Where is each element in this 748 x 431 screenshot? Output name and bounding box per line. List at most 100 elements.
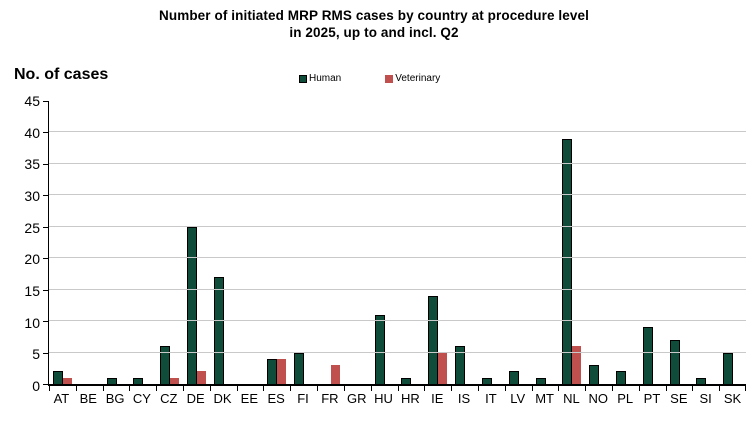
x-axis-tick-11 xyxy=(343,386,345,391)
bar-veterinary-CZ xyxy=(170,377,180,384)
y-axis-tick-20 xyxy=(43,258,49,260)
y-tick-label-35: 35 xyxy=(24,156,40,173)
bar-pair-ES xyxy=(267,101,287,384)
gridline-35 xyxy=(49,162,746,164)
x-axis-tick-9 xyxy=(290,386,292,391)
category-slot-NO xyxy=(585,101,612,384)
bar-human-HU xyxy=(374,314,385,384)
x-axis-tick-8 xyxy=(263,386,265,391)
bar-pair-PL xyxy=(615,101,635,384)
x-axis-tick-19 xyxy=(558,386,560,391)
bar-human-LV xyxy=(508,371,519,384)
bar-pair-FI xyxy=(294,101,313,384)
bar-human-NL xyxy=(562,138,573,384)
category-slot-SE xyxy=(666,101,693,384)
x-label-EE: EE xyxy=(240,391,258,406)
bar-human-NO xyxy=(589,365,600,384)
x-label-GR: GR xyxy=(346,391,367,406)
gridline-25 xyxy=(49,225,746,227)
legend-item-veterinary: Veterinary xyxy=(385,73,440,84)
x-label-IE: IE xyxy=(431,391,444,406)
category-slot-IT xyxy=(478,101,505,384)
bar-veterinary-FR xyxy=(331,365,341,384)
x-axis-tick-0 xyxy=(49,386,50,391)
gridline-20 xyxy=(49,257,746,259)
category-slot-SK xyxy=(719,101,746,384)
bar-human-AT xyxy=(52,371,63,384)
x-axis-tick-4 xyxy=(156,386,158,391)
legend: Human Veterinary xyxy=(299,73,440,84)
bar-pair-SE xyxy=(669,101,689,384)
x-label-NO: NO xyxy=(588,391,609,406)
x-axis-tick-14 xyxy=(424,386,426,391)
gridline-10 xyxy=(49,320,746,322)
legend-label-veterinary: Veterinary xyxy=(395,73,441,84)
x-label-IT: IT xyxy=(485,391,497,406)
x-label-PL: PL xyxy=(617,391,634,406)
chart-title-line1: Number of initiated MRP RMS cases by cou… xyxy=(159,8,589,23)
x-label-SE: SE xyxy=(670,391,688,406)
category-slot-FI xyxy=(290,101,317,384)
x-axis-tick-5 xyxy=(183,386,185,391)
x-axis-tick-6 xyxy=(209,386,211,391)
category-slot-LV xyxy=(505,101,532,384)
category-slot-BG xyxy=(103,101,130,384)
x-label-CY: CY xyxy=(132,391,151,406)
x-label-MT: MT xyxy=(535,391,554,406)
x-axis-tick-17 xyxy=(504,386,506,391)
legend-swatch-human xyxy=(299,74,307,83)
y-axis-tick-0 xyxy=(43,384,49,385)
bar-pair-CY xyxy=(133,101,152,384)
bar-pair-BG xyxy=(106,101,126,384)
x-axis-tick-3 xyxy=(129,386,131,391)
x-axis-tick-12 xyxy=(370,386,372,391)
category-slot-DK xyxy=(210,101,237,384)
category-slot-FR xyxy=(317,101,344,384)
x-label-FI: FI xyxy=(297,391,309,406)
bar-pair-SK xyxy=(723,101,742,384)
y-axis-tick-30 xyxy=(43,195,49,197)
x-label-FR: FR xyxy=(321,391,339,406)
bar-human-IE xyxy=(428,295,439,384)
category-slot-EE xyxy=(237,101,264,384)
bar-human-IS xyxy=(455,346,466,384)
bar-pair-FR xyxy=(321,101,341,384)
bar-pair-HR xyxy=(401,101,420,384)
y-axis-tick-35 xyxy=(43,163,49,165)
y-tick-label-15: 15 xyxy=(24,283,40,299)
x-label-AT: AT xyxy=(53,391,70,406)
category-slot-BE xyxy=(76,101,103,384)
x-axis-tick-1 xyxy=(75,386,77,391)
x-axis-tick-2 xyxy=(102,386,104,391)
x-axis-tick-26 xyxy=(745,386,746,391)
category-slot-CY xyxy=(129,101,156,384)
category-slot-CZ xyxy=(156,101,183,384)
category-slot-IS xyxy=(451,101,478,384)
gridline-15 xyxy=(49,288,746,290)
x-axis-tick-25 xyxy=(719,386,721,391)
bar-veterinary-AT xyxy=(62,377,72,384)
y-axis-tick-40 xyxy=(43,132,49,134)
gridline-30 xyxy=(49,194,746,196)
x-axis-tick-13 xyxy=(397,386,399,391)
category-slot-PT xyxy=(639,101,666,384)
bar-human-CZ xyxy=(160,346,171,384)
x-label-SK: SK xyxy=(723,391,742,406)
y-tick-label-10: 10 xyxy=(24,314,40,331)
y-axis-tick-5 xyxy=(43,352,49,354)
bar-pair-IS xyxy=(455,101,474,384)
bar-pair-IE xyxy=(428,101,448,384)
x-axis-tick-10 xyxy=(317,386,319,391)
bar-pair-AT xyxy=(52,101,72,384)
category-slot-AT xyxy=(49,101,76,384)
bar-human-PL xyxy=(615,371,626,384)
bar-pair-IT xyxy=(481,101,501,384)
x-label-ES: ES xyxy=(267,391,285,406)
category-slot-MT xyxy=(532,101,559,384)
category-slot-DE xyxy=(183,101,210,384)
bar-human-BG xyxy=(106,377,117,384)
x-label-HU: HU xyxy=(374,391,393,406)
y-tick-label-40: 40 xyxy=(24,124,40,141)
bar-pair-DK xyxy=(213,101,233,384)
